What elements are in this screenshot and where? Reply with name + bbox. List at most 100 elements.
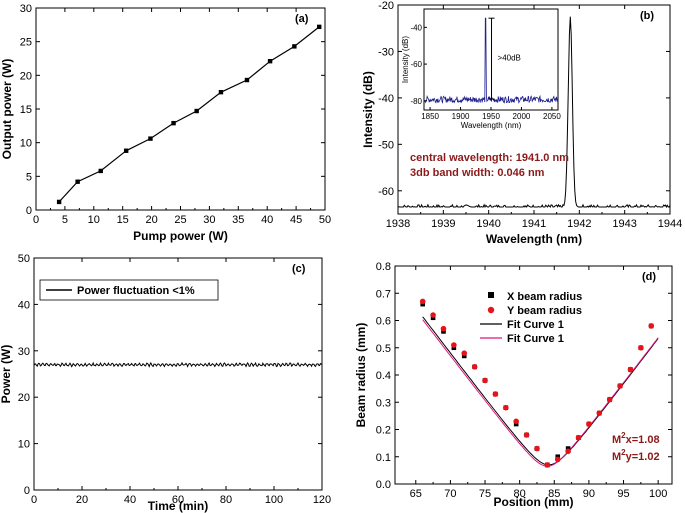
- x-tick-label: 1941: [522, 218, 546, 230]
- inset-x-tick-label: 1850: [421, 112, 439, 121]
- m2y-label: M2y=1.02: [612, 448, 660, 463]
- annotation-central-wavelength: central wavelength: 1941.0 nm: [410, 152, 569, 164]
- data-point: [75, 179, 80, 184]
- data-point: [317, 24, 322, 30]
- x-tick-label: 120: [313, 494, 331, 506]
- y-axis-label: Output power (W): [0, 59, 14, 160]
- y-tick-label: -60: [378, 186, 394, 198]
- y-tick-label: 20: [18, 392, 30, 404]
- data-point: [194, 108, 199, 114]
- panel-c: 0 20 40 60 80 100 120 0 10 20 30 40 50 Time (min) Powe…: [0, 253, 331, 513]
- y-tick-label: 0.8: [376, 261, 391, 273]
- spectrum-line: [397, 16, 671, 209]
- y-tick-label: 15: [20, 104, 32, 116]
- legend-label-y: Y beam radius: [507, 305, 582, 317]
- legend-label-x: X beam radius: [507, 291, 582, 303]
- data-point: [98, 168, 103, 174]
- x-tick-label: 90: [583, 488, 595, 500]
- y-beam-radius-point: [430, 312, 436, 318]
- x-tick-label: 30: [203, 214, 215, 226]
- y-tick-label: 50: [18, 253, 30, 265]
- data-point: [292, 44, 297, 49]
- y-beam-radius-point: [627, 366, 634, 373]
- y-beam-radius-point: [503, 404, 509, 411]
- inset-y-tick-label: -80: [410, 97, 422, 106]
- y-tick-label: 0.6: [376, 316, 391, 328]
- panel-label: (a): [295, 13, 309, 25]
- x-tick-label: 80: [220, 494, 232, 506]
- y-axis-label: Intensity (dB): [361, 71, 375, 148]
- y-beam-radius-point: [575, 434, 582, 441]
- y-beam-radius-point: [482, 377, 488, 384]
- x-axis-label: Position (mm): [494, 495, 574, 509]
- m2x-label: M2x=1.08: [612, 431, 660, 446]
- panel-a: 0 5 10 15 20 25 30 35 40 45 50 0 5 10 15 20 25 30 Pump pow…: [0, 3, 331, 243]
- panel-label: (d): [642, 271, 656, 283]
- y-tick-label: 0.2: [376, 425, 391, 437]
- panel-label: (b): [640, 10, 654, 22]
- y-beam-radius-point: [451, 342, 457, 348]
- y-tick-label: 30: [20, 3, 32, 15]
- y-tick-label: 0: [24, 485, 30, 497]
- y-tick-label: -20: [378, 0, 394, 12]
- y-tick-label: 10: [20, 138, 32, 150]
- data-point: [56, 199, 62, 205]
- y-beam-radius-point: [513, 418, 519, 425]
- panel-b: 1938 1939 1940 1941 1942 1943 1944 -60 -50 -40 -30…: [361, 0, 682, 246]
- inset-y-tick-label: -60: [410, 60, 422, 69]
- annotation-bandwidth: 3db band width: 0.046 nm: [410, 167, 545, 179]
- x-tick-label: 35: [232, 214, 244, 226]
- y-tick-label: 0.3: [376, 397, 391, 409]
- y-beam-radius-point: [565, 448, 571, 455]
- x-tick-label: 20: [145, 214, 157, 226]
- data-point: [244, 77, 250, 83]
- legend-swatch-y: [487, 306, 495, 314]
- x-axis-label: Wavelength (nm): [486, 232, 582, 246]
- x-tick-label: 65: [410, 488, 422, 500]
- x-tick-label: 100: [265, 494, 283, 506]
- data-point: [148, 136, 153, 141]
- data-point: [267, 58, 273, 64]
- x-tick-label: 70: [444, 488, 456, 500]
- y-beam-radius-point: [617, 383, 623, 389]
- inset-x-axis-label: Wavelength (nm): [461, 121, 522, 130]
- y-tick-label: -30: [378, 46, 394, 58]
- y-beam-radius-point: [544, 462, 551, 468]
- output-power-line: [58, 26, 320, 203]
- y-beam-radius-point: [440, 325, 447, 332]
- x-tick-label: 0: [33, 214, 39, 226]
- y-axis-label: Beam radius (mm): [354, 323, 368, 428]
- inset-annotation-label: >40dB: [498, 53, 521, 62]
- data-point: [171, 120, 176, 126]
- y-beam-radius-point: [586, 421, 592, 427]
- y-tick-label: 25: [20, 37, 32, 49]
- inset-frame: [423, 8, 559, 111]
- y-tick-label: 0.0: [376, 479, 391, 491]
- y-tick-label: -50: [378, 139, 394, 151]
- data-point: [218, 89, 224, 95]
- x-tick-label: 25: [174, 214, 186, 226]
- inset-x-tick-label: 2000: [513, 112, 531, 121]
- y-tick-label: 5: [26, 171, 32, 183]
- y-beam-radius-point: [648, 323, 655, 329]
- x-tick-label: 15: [117, 214, 129, 226]
- y-beam-radius-point: [523, 432, 530, 438]
- power-line: [33, 361, 323, 368]
- x-tick-label: 60: [172, 494, 184, 506]
- legend-label-fit-y: Fit Curve 1: [507, 333, 564, 345]
- y-beam-radius-point: [606, 396, 613, 403]
- x-tick-label: 100: [649, 488, 667, 500]
- y-beam-radius-point: [638, 344, 644, 351]
- x-tick-label: 10: [88, 214, 100, 226]
- inset-x-tick-label: 2050: [543, 112, 561, 121]
- x-tick-label: 0: [31, 494, 37, 506]
- legend-label-fit-x: Fit Curve 1: [507, 319, 564, 331]
- x-tick-label: 20: [76, 494, 88, 506]
- x-tick-label: 95: [617, 488, 629, 500]
- x-tick-label: 1938: [386, 218, 410, 230]
- y-tick-label: 0.1: [376, 452, 391, 464]
- inset-y-axis-label: Intensity (dB): [401, 36, 410, 83]
- y-beam-radius-point: [461, 350, 468, 357]
- y-beam-radius-point: [471, 364, 478, 370]
- y-tick-label: 20: [20, 70, 32, 82]
